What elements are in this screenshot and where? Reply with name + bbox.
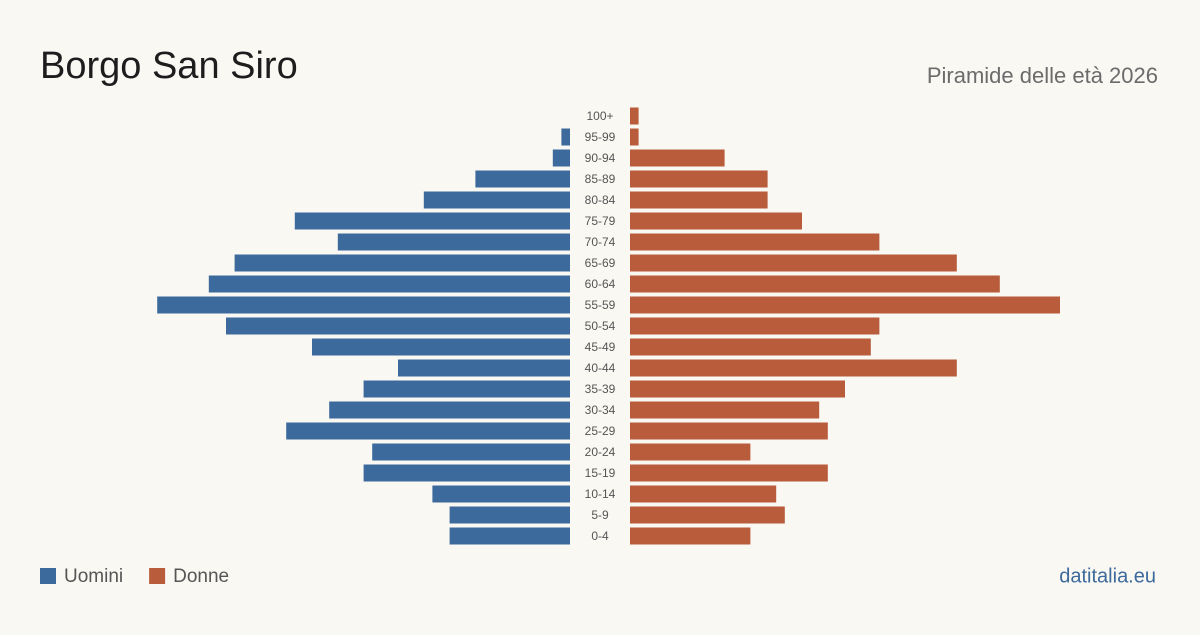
bar-female	[630, 212, 802, 230]
legend-label: Donne	[173, 566, 229, 587]
age-label: 55-59	[585, 298, 616, 312]
bar-male	[561, 128, 570, 146]
chart-subtitle: Piramide delle età 2026	[927, 63, 1158, 88]
bar-male	[552, 149, 570, 167]
bar-female	[630, 275, 1000, 293]
bar-male	[449, 527, 570, 545]
age-label: 45-49	[585, 340, 616, 354]
age-label: 5-9	[591, 508, 609, 522]
bar-male	[294, 212, 570, 230]
age-label: 40-44	[585, 361, 616, 375]
bar-male	[208, 275, 571, 293]
bar-female	[630, 401, 820, 419]
bar-female	[630, 506, 785, 524]
age-label: 80-84	[585, 193, 616, 207]
bar-female	[630, 527, 751, 545]
age-label: 100+	[586, 109, 613, 123]
legend-swatch	[149, 568, 166, 584]
bar-female	[630, 170, 768, 188]
age-label: 65-69	[585, 256, 616, 270]
age-label: 10-14	[585, 487, 616, 501]
age-label: 90-94	[585, 151, 616, 165]
bar-male	[432, 485, 570, 503]
age-label: 20-24	[585, 445, 616, 459]
bar-female	[630, 107, 639, 125]
bar-female	[630, 317, 880, 335]
bar-male	[286, 422, 570, 440]
bar-male	[157, 296, 570, 314]
bar-male	[372, 443, 570, 461]
bar-female	[630, 359, 957, 377]
bar-female	[630, 254, 957, 272]
bar-male	[234, 254, 570, 272]
bar-female	[630, 380, 845, 398]
age-label: 75-79	[585, 214, 616, 228]
bar-male	[398, 359, 570, 377]
age-label: 15-19	[585, 466, 616, 480]
bar-female	[630, 464, 828, 482]
age-label: 25-29	[585, 424, 616, 438]
source: datitalia.eu	[1059, 565, 1156, 587]
age-label: 35-39	[585, 382, 616, 396]
legend-swatch	[40, 568, 56, 584]
age-label: 0-4	[591, 529, 609, 543]
bar-male	[423, 191, 570, 209]
age-label: 95-99	[585, 130, 616, 144]
age-label: 85-89	[585, 172, 616, 186]
bar-male	[449, 506, 570, 524]
bar-male	[337, 233, 570, 251]
bar-female	[630, 128, 639, 146]
bar-female	[630, 149, 725, 167]
bar-female	[630, 485, 777, 503]
age-label: 70-74	[585, 235, 616, 249]
bar-female	[630, 296, 1060, 314]
bar-male	[329, 401, 570, 419]
age-label: 50-54	[585, 319, 616, 333]
bar-female	[630, 338, 871, 356]
bar-male	[475, 170, 570, 188]
age-label: 60-64	[585, 277, 616, 291]
bar-male	[363, 464, 570, 482]
age-label: 30-34	[585, 403, 616, 417]
bar-male	[226, 317, 570, 335]
bar-male	[363, 380, 570, 398]
bar-female	[630, 191, 768, 209]
bar-female	[630, 443, 751, 461]
chart-title: Borgo San Siro	[40, 45, 298, 87]
bar-male	[312, 338, 570, 356]
bar-female	[630, 422, 828, 440]
bar-female	[630, 233, 880, 251]
legend-label: Uomini	[64, 566, 123, 587]
